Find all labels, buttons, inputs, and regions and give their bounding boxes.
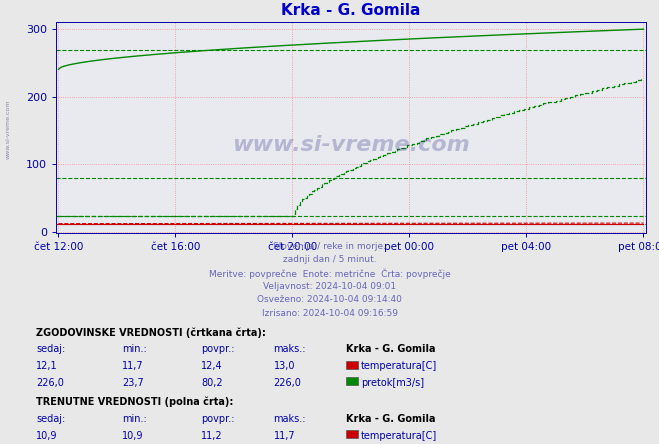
Text: povpr.:: povpr.: [201,344,235,354]
Text: Veljavnost: 2024-10-04 09:01: Veljavnost: 2024-10-04 09:01 [263,282,396,291]
Text: Meritve: povprečne  Enote: metrične  Črta: povprečje: Meritve: povprečne Enote: metrične Črta:… [209,269,450,279]
Text: min.:: min.: [122,414,147,424]
Text: zadnji dan / 5 minut.: zadnji dan / 5 minut. [283,255,376,264]
Text: 11,7: 11,7 [273,431,295,441]
Text: sedaj:: sedaj: [36,414,65,424]
Text: 226,0: 226,0 [36,378,64,388]
Text: 12,1: 12,1 [36,361,58,371]
Text: 10,9: 10,9 [36,431,58,441]
Text: www.si-vreme.com: www.si-vreme.com [5,99,11,159]
Text: 226,0: 226,0 [273,378,301,388]
Text: 10,9: 10,9 [122,431,144,441]
Text: TRENUTNE VREDNOSTI (polna črta):: TRENUTNE VREDNOSTI (polna črta): [36,397,234,408]
Text: Slovenija / reke in morje.: Slovenija / reke in morje. [273,242,386,251]
Text: www.si-vreme.com: www.si-vreme.com [232,135,470,155]
Text: sedaj:: sedaj: [36,344,65,354]
Text: povpr.:: povpr.: [201,414,235,424]
Text: 12,4: 12,4 [201,361,223,371]
Text: maks.:: maks.: [273,344,306,354]
Text: min.:: min.: [122,344,147,354]
Text: 23,7: 23,7 [122,378,144,388]
Text: 13,0: 13,0 [273,361,295,371]
Text: 11,7: 11,7 [122,361,144,371]
Text: 11,2: 11,2 [201,431,223,441]
Text: pretok[m3/s]: pretok[m3/s] [361,378,424,388]
Text: Izrisano: 2024-10-04 09:16:59: Izrisano: 2024-10-04 09:16:59 [262,309,397,317]
Text: maks.:: maks.: [273,414,306,424]
Text: 80,2: 80,2 [201,378,223,388]
Text: temperatura[C]: temperatura[C] [361,361,438,371]
Text: Krka - G. Gomila: Krka - G. Gomila [346,414,436,424]
Title: Krka - G. Gomila: Krka - G. Gomila [281,3,420,18]
Text: ZGODOVINSKE VREDNOSTI (črtkana črta):: ZGODOVINSKE VREDNOSTI (črtkana črta): [36,327,266,338]
Text: Krka - G. Gomila: Krka - G. Gomila [346,344,436,354]
Text: temperatura[C]: temperatura[C] [361,431,438,441]
Text: Osveženo: 2024-10-04 09:14:40: Osveženo: 2024-10-04 09:14:40 [257,295,402,304]
